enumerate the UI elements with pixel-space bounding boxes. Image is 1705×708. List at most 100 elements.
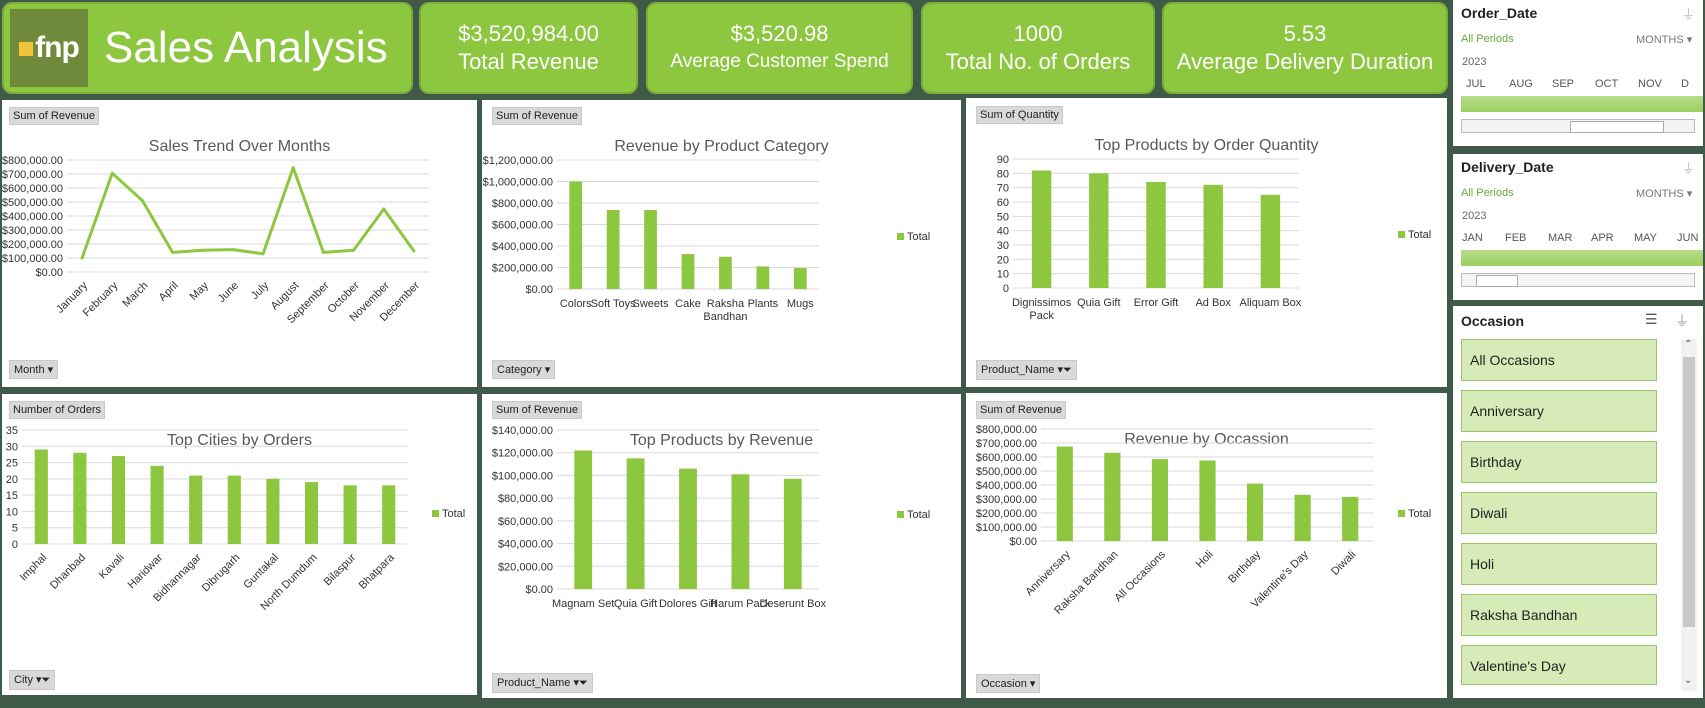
y-tick-label: $200,000.00: [2, 239, 63, 251]
data-point: [291, 166, 295, 170]
bar: [1056, 446, 1073, 541]
clear-filter-icon[interactable]: ⏚: [1681, 161, 1695, 176]
occasion-item[interactable]: Anniversary: [1461, 390, 1657, 432]
y-tick-label: $80,000.00: [498, 493, 553, 505]
y-tick-label: 30: [997, 240, 1009, 252]
axis-filter-tag[interactable]: Product_Name ▾⏷: [492, 673, 593, 693]
occasion-item[interactable]: All Occasions: [1461, 339, 1657, 381]
y-tick-label: $1,200,000.00: [483, 155, 553, 167]
chevron-down-icon[interactable]: ⌄: [1684, 675, 1693, 686]
all-periods-link[interactable]: All Periods: [1461, 33, 1514, 45]
field-tag[interactable]: Sum of Revenue: [976, 401, 1066, 419]
bar: [1203, 184, 1223, 288]
x-tick-label: Quia Gift: [1077, 297, 1120, 309]
page-title: Sales Analysis: [104, 23, 388, 72]
occasion-item[interactable]: Diwali: [1461, 492, 1657, 534]
bar: [1031, 170, 1052, 288]
occasion-item[interactable]: Holi: [1461, 543, 1657, 585]
y-tick-label: $400,000.00: [2, 211, 63, 223]
all-periods-link[interactable]: All Periods: [1461, 187, 1514, 199]
clear-filter-icon[interactable]: ⏚: [1675, 313, 1689, 329]
legend-swatch: [1398, 231, 1405, 238]
delivery-date-slicer: Delivery_Date ⏚ All Periods MONTHS ▾ 202…: [1453, 154, 1703, 300]
x-tick-label: Quia Gift: [614, 598, 657, 610]
time-level-dropdown[interactable]: MONTHS ▾: [1636, 33, 1692, 46]
field-tag[interactable]: Number of Orders: [9, 401, 106, 419]
y-tick-label: $200,000.00: [492, 263, 553, 275]
timeline-bar[interactable]: [1461, 250, 1703, 266]
axis-filter-tag[interactable]: Category ▾: [492, 360, 556, 379]
timeline-scrollbar[interactable]: [1461, 273, 1695, 287]
chart-panel-revenue-by-occasion: Sum of Revenue Revenue by Occassion Occa…: [966, 393, 1447, 698]
data-point: [261, 252, 265, 256]
bar: [73, 452, 87, 544]
multi-select-icon[interactable]: ☰: [1645, 311, 1658, 327]
scroll-thumb[interactable]: [1476, 275, 1518, 287]
axis-filter-tag[interactable]: Month ▾: [9, 360, 59, 379]
occasion-item[interactable]: Raksha Bandhan: [1461, 594, 1657, 636]
month-label: SEP: [1552, 78, 1575, 90]
timeline-scrollbar[interactable]: [1461, 119, 1695, 133]
y-tick-label: 20: [997, 254, 1009, 266]
time-level-dropdown[interactable]: MONTHS ▾: [1636, 187, 1692, 200]
filter-icon: ▾⏷: [1057, 364, 1072, 376]
x-tick-label: Dibrugarh: [200, 552, 243, 595]
filter-icon: ▾⏷: [36, 674, 51, 686]
occasion-item[interactable]: Valentine's Day: [1461, 645, 1657, 685]
kpi-average-delivery-duration: 5.53 Average Delivery Duration: [1162, 2, 1448, 94]
chart-panel-top-products-revenue: Sum of Revenue Top Products by Revenue P…: [482, 394, 961, 698]
x-tick-label: Imphal: [18, 552, 50, 584]
y-tick-label: $800,000.00: [976, 424, 1037, 436]
x-tick-label: Diwali: [1329, 549, 1358, 578]
x-tick-label: Dolores Gift: [659, 598, 717, 610]
axis-filter-label: City: [14, 674, 33, 686]
x-tick-label: Mugs: [787, 298, 814, 310]
month-label: OCT: [1595, 78, 1619, 90]
legend-label: Total: [1408, 229, 1431, 241]
kpi-total-orders: 1000 Total No. of Orders: [921, 2, 1155, 94]
year-label: 2023: [1462, 56, 1487, 68]
data-point: [382, 207, 386, 211]
occasion-item[interactable]: Birthday: [1461, 441, 1657, 483]
scroll-thumb[interactable]: [1683, 357, 1695, 627]
field-tag[interactable]: Sum of Revenue: [492, 107, 582, 125]
x-tick-label: Soft Toys: [591, 298, 637, 310]
y-tick-label: $0.00: [1009, 536, 1037, 548]
axis-filter-tag[interactable]: Occasion ▾: [976, 674, 1041, 693]
field-tag[interactable]: Sum of Quantity: [976, 106, 1063, 124]
timeline-bar[interactable]: [1461, 96, 1703, 112]
x-tick-label: May: [188, 279, 212, 303]
scroll-thumb[interactable]: [1570, 121, 1664, 133]
chart-title: Revenue by Occassion: [1124, 431, 1289, 448]
month-label: MAY: [1634, 232, 1658, 244]
y-tick-label: $40,000.00: [498, 539, 553, 551]
axis-filter-tag[interactable]: City ▾⏷: [9, 670, 56, 690]
axis-filter-label: Product_Name: [497, 677, 571, 689]
legend-swatch: [897, 511, 904, 518]
y-tick-label: $100,000.00: [2, 253, 63, 265]
data-point: [412, 249, 416, 253]
x-tick-label: Anniversary: [1023, 548, 1073, 598]
scrollbar[interactable]: ⌃ ⌄: [1681, 339, 1697, 691]
field-tag[interactable]: Sum of Revenue: [492, 401, 582, 419]
chevron-up-icon[interactable]: ⌃: [1684, 339, 1693, 350]
bar: [719, 256, 732, 289]
axis-filter-tag[interactable]: Product_Name ▾⏷: [976, 360, 1077, 380]
bar: [227, 475, 241, 544]
x-tick-label: Dhanbad: [48, 552, 88, 592]
data-point: [80, 256, 84, 260]
x-tick-label: Holi: [1194, 549, 1216, 571]
slicer-title: Delivery_Date: [1461, 159, 1554, 175]
month-label: NOV: [1638, 78, 1662, 90]
clear-filter-icon[interactable]: ⏚: [1681, 7, 1695, 22]
dropdown-icon: ▾: [1029, 678, 1036, 690]
bar: [644, 209, 657, 289]
field-tag[interactable]: Sum of Revenue: [9, 107, 99, 125]
logo-text: fnp: [35, 31, 80, 64]
x-tick-label: Pack: [1029, 310, 1054, 322]
month-label: JAN: [1462, 232, 1483, 244]
y-tick-label: $0.00: [35, 267, 63, 279]
chart-svg: $0.00 $20,000.00 $40,000.00 $60,000.00 $80,0…: [492, 425, 930, 610]
x-tick-label: Haridwar: [126, 551, 166, 591]
